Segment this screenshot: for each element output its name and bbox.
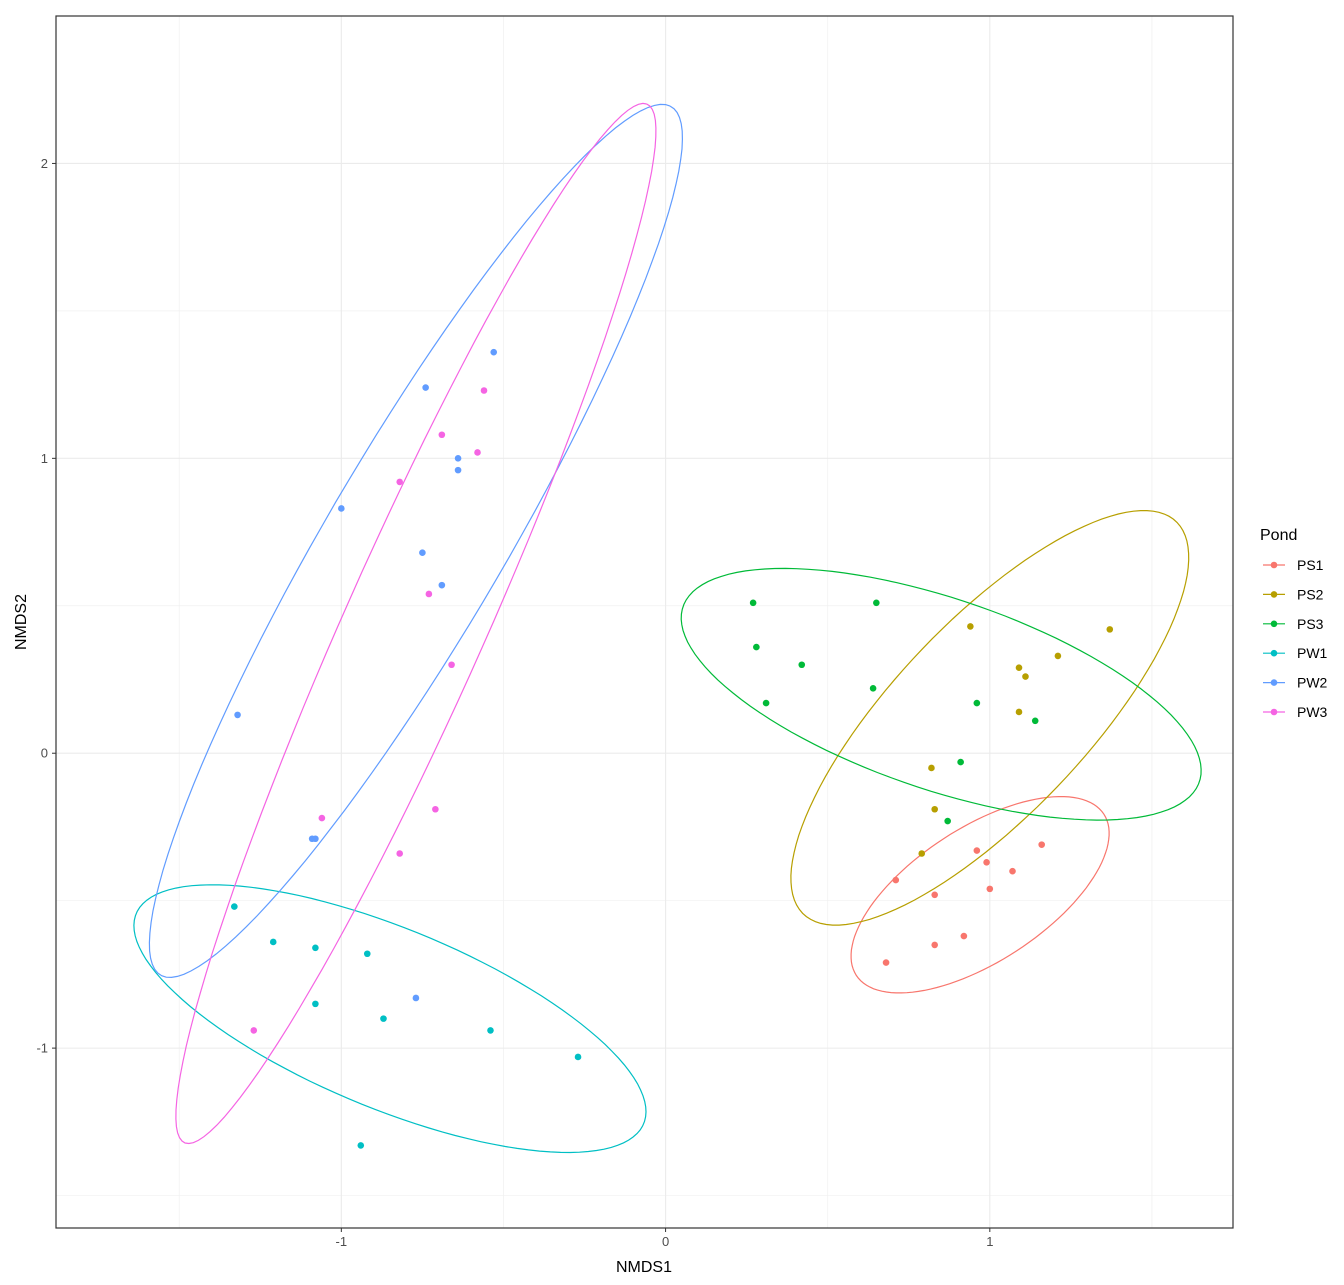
point-pw1	[312, 944, 319, 952]
legend-label-pw1: PW1	[1297, 645, 1328, 661]
point-pw3	[396, 478, 403, 486]
legend-label-ps2: PS2	[1297, 586, 1324, 602]
point-ps1	[960, 932, 968, 940]
point-ps1	[882, 959, 890, 966]
point-pw3	[318, 814, 326, 822]
point-pw1	[357, 1142, 365, 1149]
point-ps3	[944, 817, 951, 825]
legend-key-point	[1270, 620, 1278, 628]
confidence-ellipses	[133, 102, 1202, 1154]
legend-title: Pond	[1260, 527, 1297, 544]
point-pw1	[363, 950, 371, 958]
y-axis-title: NMDS2	[13, 594, 30, 650]
point-ps2	[1015, 664, 1023, 672]
point-pw1	[487, 1027, 494, 1034]
legend-label-pw3: PW3	[1297, 704, 1328, 720]
point-ps2	[918, 850, 926, 857]
point-pw3	[250, 1027, 258, 1034]
point-ps3	[1031, 717, 1039, 725]
point-ps1	[1038, 841, 1045, 848]
point-ps2	[931, 805, 938, 813]
point-pw2	[338, 505, 345, 512]
point-ps3	[753, 643, 760, 651]
x-axis-title: NMDS1	[616, 1259, 672, 1276]
point-ps1	[931, 891, 938, 899]
point-pw2	[490, 348, 498, 356]
point-pw3	[474, 449, 481, 456]
legend-key-point	[1270, 679, 1278, 686]
point-pw3	[448, 661, 455, 669]
point-pw1	[269, 938, 277, 946]
x-tick-label: -1	[336, 1234, 348, 1249]
point-ps3	[873, 599, 880, 607]
point-pw2	[419, 549, 426, 557]
ellipse-pw1	[133, 884, 647, 1154]
grid-lines	[56, 15, 1233, 1228]
y-tick-label: 0	[41, 746, 48, 761]
axes: -1 0 1 -1 0 1 2	[36, 156, 993, 1249]
point-pw1	[380, 1015, 387, 1022]
point-pw3	[480, 387, 488, 394]
point-pw2	[454, 455, 462, 462]
point-pw3	[432, 805, 439, 813]
y-tick-label: 1	[41, 451, 48, 466]
legend-key-point	[1270, 561, 1278, 569]
point-ps2	[1022, 673, 1029, 680]
point-ps3	[762, 699, 770, 707]
point-ps2	[928, 764, 935, 772]
legend: Pond PS1 PS2 PS3 PW1 PW2 PW3	[1260, 527, 1328, 720]
point-ps3	[973, 699, 981, 707]
ellipse-ps1	[850, 795, 1110, 994]
legend-key-point	[1270, 649, 1278, 657]
point-pw2	[412, 994, 420, 1002]
point-pw2	[454, 466, 462, 474]
point-ps3	[869, 685, 877, 692]
point-ps1	[983, 859, 990, 866]
legend-key-point	[1270, 591, 1278, 598]
point-ps2	[1054, 652, 1062, 660]
x-tick-label: 0	[662, 1234, 669, 1249]
point-pw3	[396, 850, 403, 857]
legend-key-point	[1270, 708, 1278, 716]
data-points	[231, 348, 1114, 1149]
point-ps3	[957, 758, 964, 766]
point-ps2	[1015, 708, 1023, 716]
legend-label-ps1: PS1	[1297, 557, 1324, 573]
point-pw3	[438, 431, 446, 439]
point-ps1	[1009, 867, 1016, 875]
point-ps2	[967, 623, 974, 630]
point-pw1	[312, 1000, 319, 1008]
point-pw2	[422, 384, 429, 391]
point-pw2	[312, 835, 319, 843]
ellipse-pw2	[148, 103, 684, 979]
point-ps3	[798, 661, 806, 669]
point-ps1	[892, 876, 900, 884]
point-ps1	[986, 885, 994, 893]
y-tick-label: 2	[41, 156, 48, 171]
point-pw1	[574, 1053, 582, 1061]
ellipse-ps2	[790, 510, 1190, 926]
point-pw3	[425, 590, 433, 598]
legend-label-pw2: PW2	[1297, 675, 1328, 691]
plot-background	[56, 16, 1233, 1228]
point-pw2	[234, 711, 241, 719]
point-ps2	[1106, 626, 1114, 633]
x-tick-label: 1	[986, 1234, 993, 1249]
ellipse-pw3	[175, 102, 657, 1145]
ellipse-ps3	[680, 567, 1202, 821]
point-ps1	[973, 847, 981, 854]
point-pw1	[231, 903, 238, 910]
point-pw2	[438, 581, 446, 589]
point-ps3	[749, 599, 757, 607]
point-ps1	[931, 941, 938, 949]
legend-label-ps3: PS3	[1297, 616, 1324, 632]
plot-border	[55, 15, 1234, 1229]
y-tick-label: -1	[36, 1041, 48, 1056]
